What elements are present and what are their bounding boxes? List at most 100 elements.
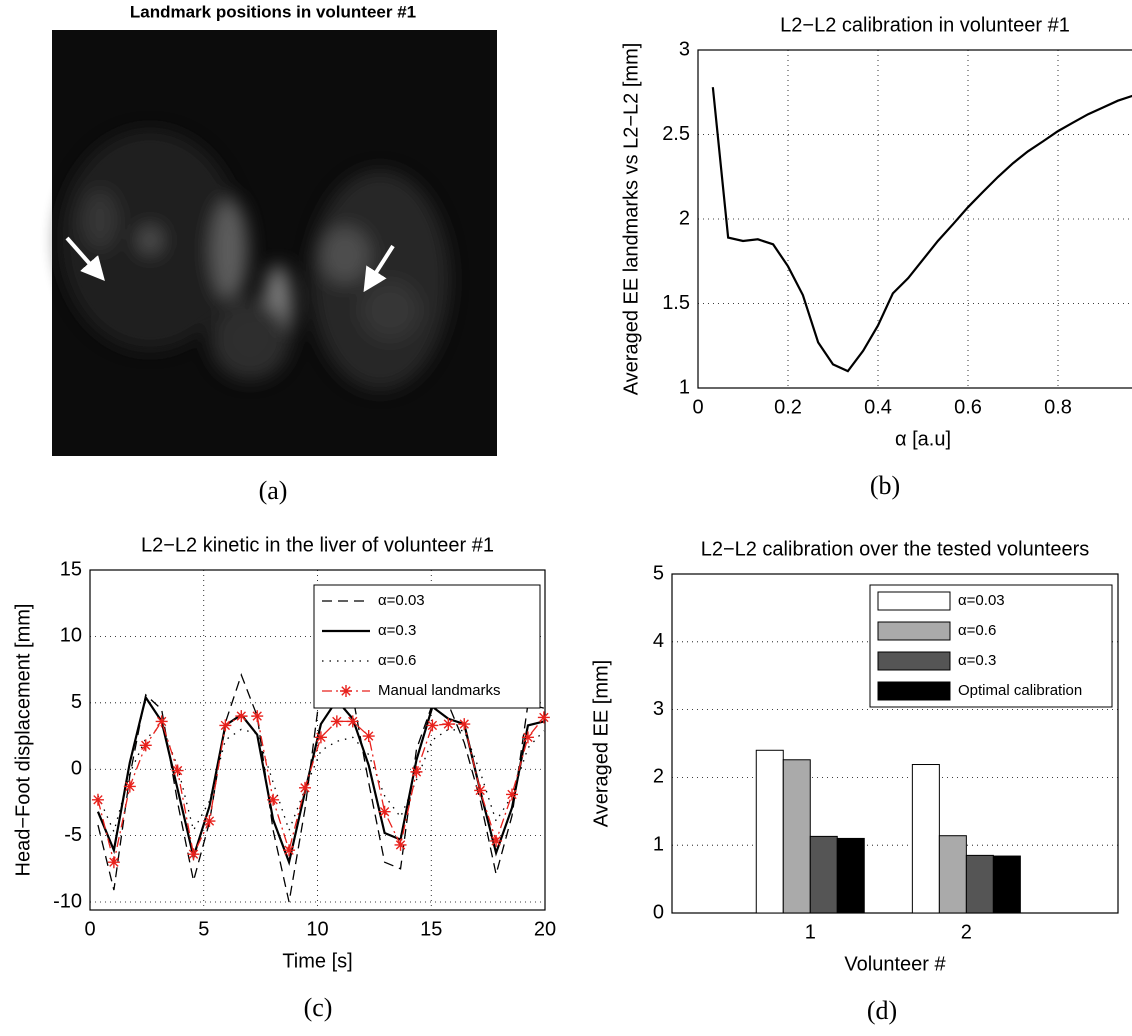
x-tick-label: 5 <box>198 918 209 940</box>
x-tick-label: 15 <box>420 918 442 940</box>
y-axis-label: Averaged EE landmarks vs L2−L2 [mm] <box>620 43 642 396</box>
marker <box>458 718 471 731</box>
marker <box>155 715 168 728</box>
legend-label: α=0.03 <box>378 592 425 609</box>
y-tick-label: 0 <box>71 758 82 780</box>
marker <box>283 844 296 857</box>
marker <box>330 715 343 728</box>
marker <box>219 719 232 732</box>
marker <box>171 764 184 777</box>
caption: (b) <box>870 471 900 500</box>
legend-label: α=0.6 <box>958 622 996 639</box>
image-title: Landmark positions in volunteer #1 <box>130 2 416 21</box>
marker <box>123 780 136 793</box>
data-line <box>711 87 1132 373</box>
marker <box>267 793 280 806</box>
x-axis-label: α [a.u] <box>895 428 951 450</box>
y-tick-label: -5 <box>64 824 82 846</box>
bar <box>809 835 838 914</box>
x-tick-label: 20 <box>534 918 556 940</box>
x-tick-label: 2 <box>961 921 972 943</box>
legend-swatch <box>877 681 951 701</box>
marker <box>362 730 375 743</box>
legend-swatch <box>877 591 951 611</box>
marker <box>521 731 534 744</box>
caption: (a) <box>259 476 288 505</box>
x-axis-label: Volunteer # <box>844 953 946 975</box>
legend-label: α=0.3 <box>958 652 996 669</box>
caption: (d) <box>867 996 897 1025</box>
marker <box>251 710 264 723</box>
y-axis-label: Averaged EE [mm] <box>590 660 612 827</box>
legend-box <box>313 584 541 709</box>
legend-swatch <box>877 651 951 671</box>
marker <box>442 718 455 731</box>
axes-box <box>671 573 1119 914</box>
bar <box>782 759 811 914</box>
legend-label: α=0.3 <box>378 622 416 639</box>
y-tick-label: 1 <box>679 376 690 398</box>
marker <box>314 731 327 744</box>
y-tick-label: -10 <box>53 890 82 912</box>
x-axis-label: Time [s] <box>282 950 352 972</box>
legend-label: Manual landmarks <box>378 682 501 699</box>
y-tick-label: 0 <box>653 901 664 923</box>
x-tick-label: 0 <box>84 918 95 940</box>
marker <box>187 848 200 861</box>
bar <box>938 835 967 914</box>
marker <box>235 710 248 723</box>
chart-title: L2−L2 kinetic in the liver of volunteer … <box>141 534 494 556</box>
legend-label: α=0.03 <box>958 592 1005 609</box>
y-tick-label: 1 <box>653 833 664 855</box>
bar <box>755 749 784 914</box>
y-tick-label: 5 <box>71 691 82 713</box>
marker <box>203 815 216 828</box>
marker <box>394 838 407 851</box>
marker <box>298 781 311 794</box>
y-tick-label: 1.5 <box>662 292 690 314</box>
x-tick-label: 0.4 <box>864 396 892 418</box>
legend-marker <box>340 685 352 697</box>
y-tick-label: 3 <box>679 38 690 60</box>
y-tick-label: 2 <box>653 766 664 788</box>
x-tick-label: 10 <box>306 918 328 940</box>
x-tick-label: 1 <box>805 921 816 943</box>
marker <box>537 711 550 724</box>
y-tick-label: 3 <box>653 698 664 720</box>
marker <box>346 715 359 728</box>
y-tick-label: 4 <box>653 630 664 652</box>
marker <box>107 856 120 869</box>
legend-label: α=0.6 <box>378 652 416 669</box>
x-tick-label: 0.2 <box>774 396 802 418</box>
mri-image <box>52 30 497 456</box>
axes-box <box>697 49 1132 389</box>
bar <box>911 764 940 914</box>
legend-label: Optimal calibration <box>958 682 1082 699</box>
bar <box>836 837 865 914</box>
bar <box>965 854 994 914</box>
y-axis-label: Head−Foot displacement [mm] <box>12 604 34 877</box>
marker <box>506 788 519 801</box>
x-tick-label: 0.8 <box>1044 396 1072 418</box>
plot-area <box>698 50 1132 388</box>
marker <box>139 739 152 752</box>
bar <box>992 855 1021 914</box>
marker <box>378 805 391 818</box>
marker <box>426 719 439 732</box>
y-tick-label: 10 <box>60 625 82 647</box>
chart-title: L2−L2 calibration over the tested volunt… <box>701 538 1090 560</box>
chart-title: L2−L2 calibration in volunteer #1 <box>780 14 1070 36</box>
y-tick-label: 5 <box>653 562 664 584</box>
x-tick-label: 0 <box>692 396 703 418</box>
marker <box>410 765 423 778</box>
legend-swatch <box>877 621 951 641</box>
axes-box <box>89 569 546 911</box>
y-tick-label: 15 <box>60 558 82 580</box>
caption: (c) <box>304 993 333 1022</box>
x-tick-label: 0.6 <box>954 396 982 418</box>
marker <box>474 784 487 797</box>
marker <box>490 834 503 847</box>
y-tick-label: 2 <box>679 207 690 229</box>
y-tick-label: 2.5 <box>662 123 690 145</box>
